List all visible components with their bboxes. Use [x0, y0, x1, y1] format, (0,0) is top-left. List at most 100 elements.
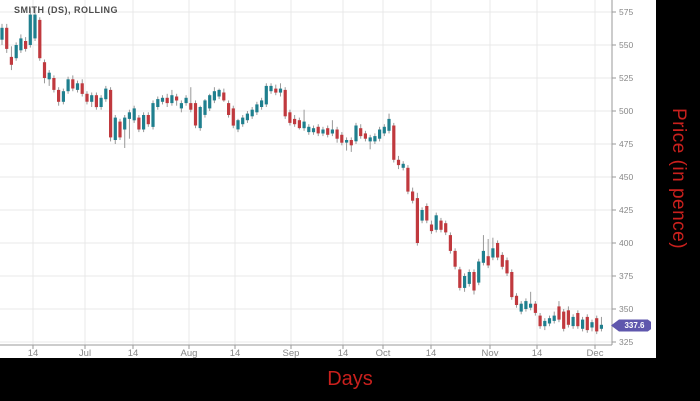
candle	[260, 100, 264, 107]
price-chart-area: 575 550 525 500 475 450 425 400 375 350 325 14 Jul 14…	[0, 0, 656, 358]
candle	[33, 14, 37, 39]
candle	[179, 103, 183, 109]
candle	[434, 215, 438, 230]
candle	[326, 128, 330, 135]
candle	[533, 303, 537, 313]
candle	[396, 159, 401, 166]
candle	[151, 103, 155, 127]
candle	[137, 117, 141, 130]
candle	[118, 121, 122, 138]
candle	[165, 97, 169, 104]
candle	[198, 107, 202, 129]
candle	[71, 79, 75, 89]
candle	[354, 125, 358, 142]
candle	[264, 85, 268, 105]
candle	[311, 128, 316, 133]
candle	[175, 96, 179, 101]
candle	[330, 129, 334, 134]
candle	[42, 62, 47, 78]
candle	[241, 117, 245, 125]
candle	[170, 95, 174, 104]
candle	[321, 129, 325, 134]
candle	[581, 319, 585, 329]
candle	[439, 220, 443, 230]
candle	[47, 72, 51, 80]
x-tick-label: Dec	[587, 348, 604, 358]
candle	[571, 316, 575, 327]
y-tick-label: 450	[619, 172, 633, 182]
candle	[557, 306, 561, 320]
candle	[193, 103, 198, 126]
candle	[19, 38, 23, 51]
candle	[547, 318, 552, 324]
candle	[486, 256, 490, 266]
x-tick-label: Jul	[79, 348, 91, 358]
x-tick-label: Sep	[283, 348, 300, 358]
x-tick-label: Oct	[376, 348, 391, 358]
candle	[75, 83, 80, 90]
candle	[378, 129, 382, 139]
candle	[505, 260, 509, 274]
candle	[415, 198, 419, 243]
candle	[52, 78, 56, 90]
candle	[236, 120, 240, 130]
candle	[510, 272, 514, 298]
candle	[184, 97, 188, 104]
candle	[316, 126, 320, 134]
candle	[373, 136, 377, 142]
y-tick-label: 400	[619, 238, 633, 248]
candle	[123, 117, 127, 130]
candle	[411, 191, 415, 201]
candle	[142, 115, 146, 130]
candle	[132, 108, 136, 121]
y-tick-label: 425	[619, 205, 633, 215]
x-tick-label: 14	[128, 348, 139, 358]
candle	[293, 118, 297, 125]
candle	[109, 89, 113, 138]
candle	[599, 324, 603, 329]
y-tick-label: 350	[619, 304, 633, 314]
candle	[458, 269, 462, 288]
x-tick-label: Nov	[482, 348, 499, 358]
candle	[368, 137, 372, 142]
candle	[274, 88, 278, 93]
candle	[156, 99, 160, 107]
candle	[349, 140, 353, 146]
candle	[477, 261, 481, 283]
y-tick-label: 550	[619, 40, 633, 50]
candle	[425, 206, 429, 221]
y-axis-title-band: Price (in pence)	[656, 0, 700, 358]
candle	[57, 89, 61, 102]
candle	[231, 108, 235, 126]
candle	[278, 88, 283, 93]
candle	[496, 243, 500, 258]
x-axis-title: Days	[327, 368, 373, 390]
candle	[283, 89, 287, 117]
candle	[189, 103, 193, 110]
candle	[340, 134, 344, 143]
x-tick-label: 14	[230, 348, 241, 358]
candle	[359, 128, 363, 137]
candle	[14, 45, 18, 59]
candlestick-svg: 575 550 525 500 475 450 425 400 375 350 325 14 Jul 14…	[0, 0, 633, 358]
candle	[335, 129, 339, 139]
candle	[302, 121, 306, 129]
candle	[127, 112, 131, 119]
candle	[467, 272, 471, 284]
candle	[420, 210, 424, 221]
candle	[227, 103, 231, 115]
candle	[85, 93, 89, 102]
candle	[345, 140, 349, 143]
candle	[222, 92, 226, 101]
candle	[212, 91, 216, 101]
x-tick-label: 14	[338, 348, 349, 358]
candle	[406, 167, 410, 192]
candle	[0, 27, 4, 40]
candle	[387, 118, 391, 131]
candle	[269, 85, 273, 92]
candle	[9, 56, 13, 65]
candle	[217, 89, 221, 97]
candle	[519, 303, 523, 312]
candle	[363, 133, 367, 139]
